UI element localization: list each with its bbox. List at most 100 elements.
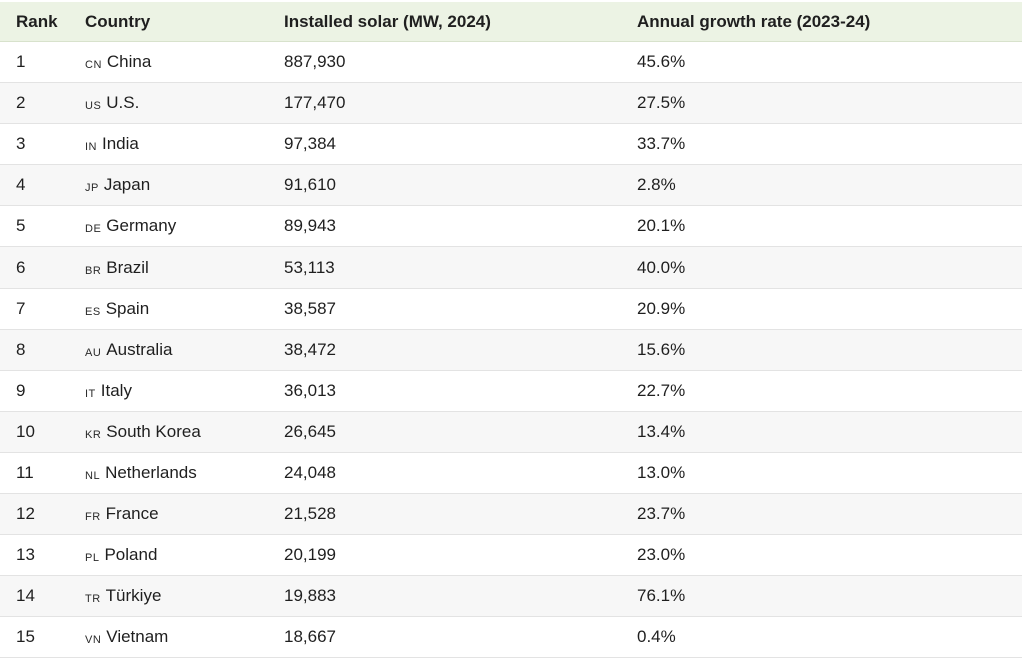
country-code-flag: NL <box>85 469 101 482</box>
table-body: 1 CN China 887,930 45.6% 2 US U.S. 177,470 27.5% 3… <box>0 42 1022 659</box>
installed-solar-cell: 53,113 <box>284 257 335 277</box>
country-code-flag: PL <box>85 552 100 565</box>
installed-solar-cell: 38,472 <box>284 339 336 359</box>
table-row: 3 IN India 97,384 33.7% <box>0 124 1022 166</box>
table-row: 15 VN Vietnam 18,667 0.4% <box>0 617 1022 659</box>
installed-solar-cell: 19,883 <box>284 586 336 606</box>
country-name: U.S. <box>106 93 140 113</box>
country-code-flag: DE <box>85 223 102 236</box>
installed-solar-cell: 38,587 <box>284 298 336 318</box>
table-row: 5 DE Germany 89,943 20.1% <box>0 206 1022 248</box>
country-name: China <box>106 52 152 72</box>
country-name: Netherlands <box>105 462 197 482</box>
table-row: 14 TR Türkiye 19,883 76.1% <box>0 576 1022 618</box>
rank-cell: 3 <box>16 134 26 154</box>
growth-rate-cell: 76.1% <box>637 586 686 606</box>
country-name: South Korea <box>106 421 201 441</box>
rank-cell: 6 <box>16 257 26 277</box>
growth-rate-cell: 20.9% <box>637 298 686 318</box>
country-cell: CN China <box>69 52 268 72</box>
country-cell: NL Netherlands <box>69 463 268 483</box>
country-code-flag: FR <box>85 511 101 524</box>
rank-cell: 12 <box>16 504 35 524</box>
rank-cell: 10 <box>16 421 35 441</box>
installed-solar-cell: 26,645 <box>284 421 336 441</box>
rank-cell: 1 <box>16 52 26 72</box>
country-cell: FR France <box>69 504 268 524</box>
country-code-flag: JP <box>85 182 99 195</box>
installed-solar-cell: 36,013 <box>284 380 336 400</box>
growth-rate-cell: 45.6% <box>637 52 686 72</box>
rank-cell: 2 <box>16 93 26 113</box>
country-name: Poland <box>104 545 158 565</box>
header-country[interactable]: Country <box>85 11 151 31</box>
table-row: 9 IT Italy 36,013 22.7% <box>0 371 1022 412</box>
country-code-flag: US <box>85 100 102 113</box>
rank-cell: 15 <box>16 627 35 647</box>
country-name: Vietnam <box>106 627 169 647</box>
country-name: Brazil <box>106 257 149 277</box>
table-row: 2 US U.S. 177,470 27.5% <box>0 83 1022 125</box>
country-cell: IN India <box>69 134 268 154</box>
header-installed-solar[interactable]: Installed solar (MW, 2024) <box>284 11 491 31</box>
rank-cell: 13 <box>16 545 35 565</box>
header-growth-rate[interactable]: Annual growth rate (2023-24) <box>637 11 871 31</box>
country-cell: AU Australia <box>69 340 268 360</box>
rank-cell: 7 <box>16 298 26 318</box>
table-row: 11 NL Netherlands 24,048 13.0% <box>0 453 1022 495</box>
country-cell: IT Italy <box>69 381 268 401</box>
growth-rate-cell: 2.8% <box>637 175 676 195</box>
country-name: Spain <box>105 298 150 318</box>
rank-cell: 4 <box>16 175 26 195</box>
installed-solar-cell: 887,930 <box>284 52 346 72</box>
country-name: Türkiye <box>105 586 162 606</box>
country-name: Germany <box>106 216 177 236</box>
growth-rate-cell: 27.5% <box>637 93 686 113</box>
growth-rate-cell: 23.0% <box>637 545 686 565</box>
header-rank[interactable]: Rank <box>16 11 58 31</box>
country-code-flag: IT <box>85 387 96 400</box>
growth-rate-cell: 20.1% <box>637 216 686 236</box>
country-name: France <box>105 504 159 524</box>
growth-rate-cell: 40.0% <box>637 257 686 277</box>
country-code-flag: TR <box>85 593 101 606</box>
growth-rate-cell: 15.6% <box>637 339 686 359</box>
country-cell: JP Japan <box>69 175 268 195</box>
table-row: 7 ES Spain 38,587 20.9% <box>0 289 1022 330</box>
growth-rate-cell: 13.4% <box>637 421 686 441</box>
country-cell: US U.S. <box>69 93 268 113</box>
country-name: Australia <box>106 339 173 359</box>
table-row: 4 JP Japan 91,610 2.8% <box>0 165 1022 207</box>
rank-cell: 8 <box>16 339 26 359</box>
rank-cell: 5 <box>16 216 26 236</box>
country-code-flag: KR <box>85 428 102 441</box>
table-row: 6 BR Brazil 53,113 40.0% <box>0 247 1022 289</box>
country-name: Italy <box>100 380 132 400</box>
installed-solar-cell: 91,610 <box>284 175 336 195</box>
country-code-flag: VN <box>85 634 102 647</box>
table-row: 12 FR France 21,528 23.7% <box>0 494 1022 536</box>
country-code-flag: BR <box>85 264 102 277</box>
country-name: India <box>102 134 139 154</box>
installed-solar-cell: 24,048 <box>284 462 336 482</box>
country-cell: DE Germany <box>69 216 268 236</box>
country-code-flag: ES <box>85 305 101 318</box>
table-row: 13 PL Poland 20,199 23.0% <box>0 535 1022 577</box>
table-row: 1 CN China 887,930 45.6% <box>0 42 1022 84</box>
country-code-flag: AU <box>85 346 102 359</box>
installed-solar-cell: 20,199 <box>284 545 336 565</box>
country-cell: ES Spain <box>69 299 268 319</box>
rank-cell: 9 <box>16 380 26 400</box>
table-row: 10 KR South Korea 26,645 13.4% <box>0 411 1022 453</box>
table-row: 8 AU Australia 38,472 15.6% <box>0 329 1022 371</box>
growth-rate-cell: 13.0% <box>637 462 686 482</box>
country-code-flag: IN <box>85 141 97 154</box>
rank-cell: 11 <box>16 462 34 482</box>
country-cell: TR Türkiye <box>69 586 268 606</box>
installed-solar-cell: 97,384 <box>284 134 336 154</box>
country-cell: VN Vietnam <box>69 627 268 647</box>
installed-solar-cell: 18,667 <box>284 627 336 647</box>
installed-solar-cell: 89,943 <box>284 216 336 236</box>
country-code-flag: CN <box>85 59 102 72</box>
